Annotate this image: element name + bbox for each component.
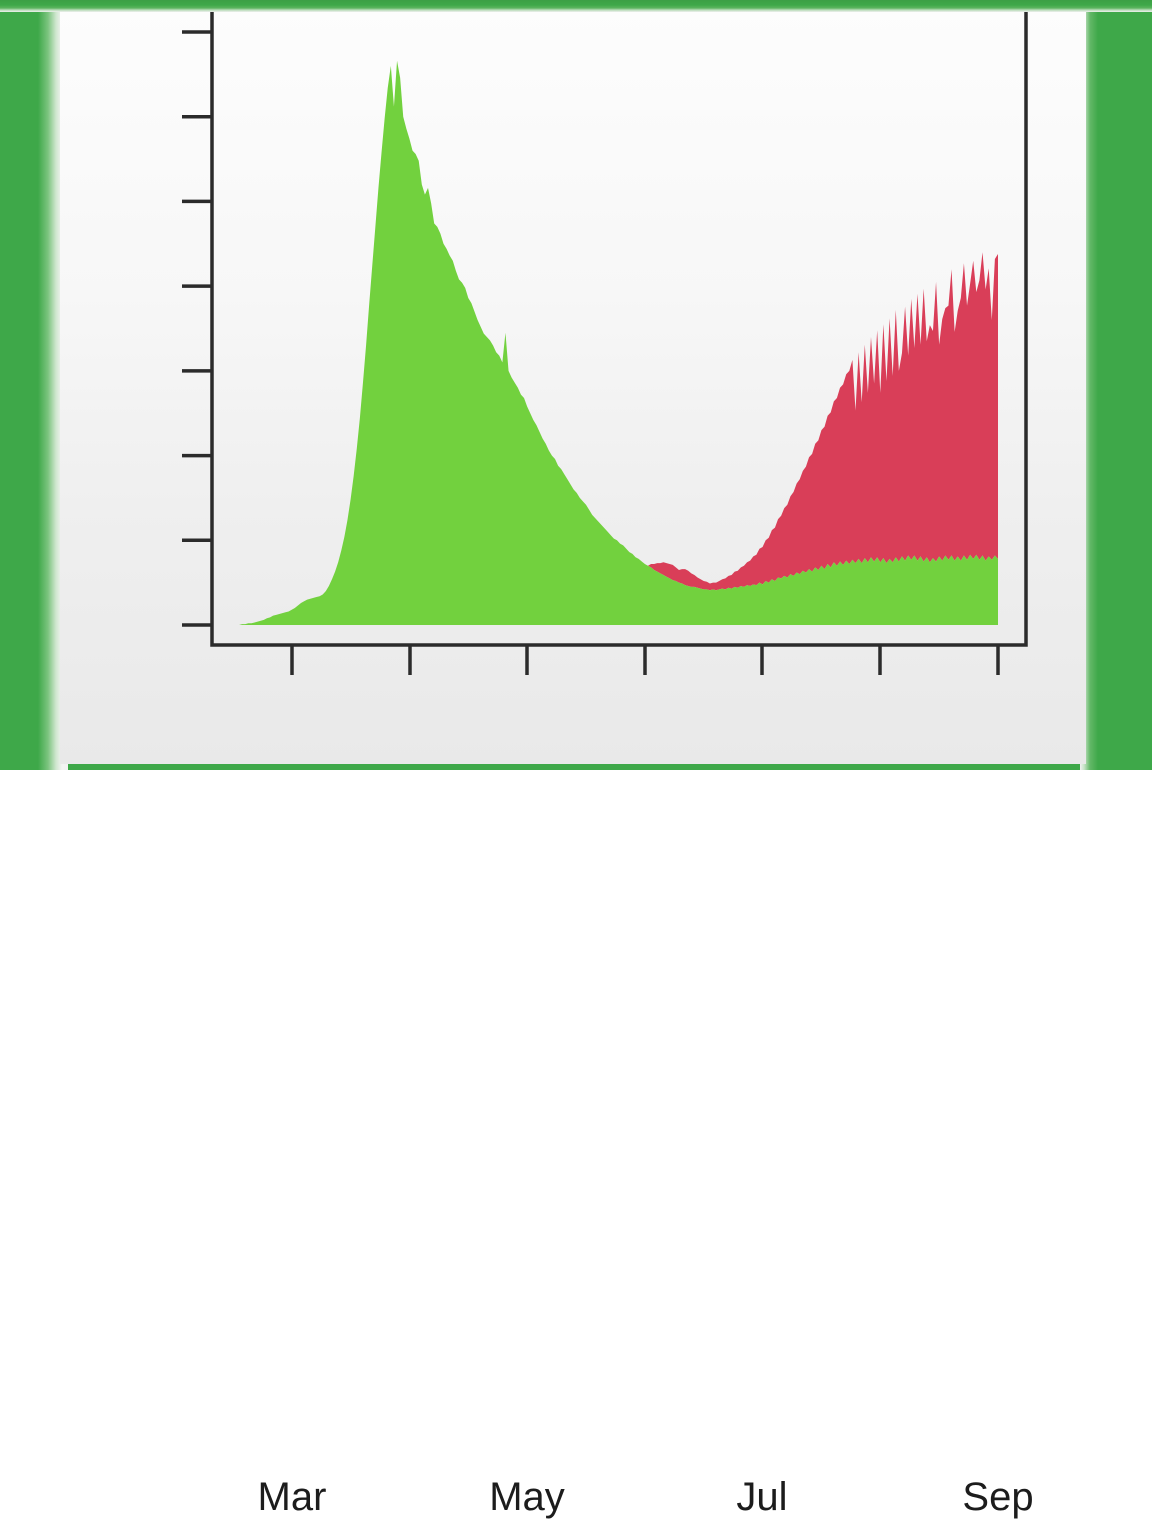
x-tick-label: Sep xyxy=(962,1475,1034,1519)
left-green-band xyxy=(0,0,68,770)
x-tick-label: May xyxy=(489,1475,565,1519)
series-area-green xyxy=(239,60,999,626)
top-green-band xyxy=(0,0,1152,12)
plot-series-group xyxy=(239,60,999,626)
right-green-band xyxy=(1080,0,1152,770)
series-area-red xyxy=(239,60,999,626)
x-tick-label: Jul xyxy=(736,1475,788,1519)
stacked-area-chart xyxy=(182,6,1028,675)
x-tick-label: Mar xyxy=(257,1475,327,1519)
axis-ticks xyxy=(182,30,1000,675)
